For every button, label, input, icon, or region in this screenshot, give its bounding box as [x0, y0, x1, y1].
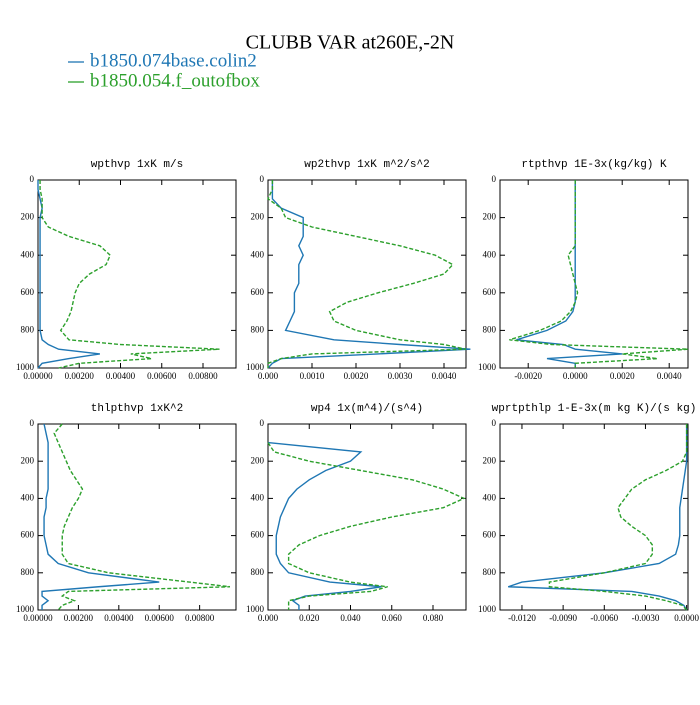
plot-frame — [499, 179, 689, 369]
y-tick-label: 200 — [21, 455, 35, 465]
plot-frame — [267, 423, 467, 611]
y-tick-label: 0 — [492, 174, 497, 184]
y-tick-label: 800 — [483, 324, 497, 334]
profile-line — [267, 180, 467, 368]
x-tick-label: 0.0030 — [388, 371, 413, 381]
y-tick-label: 400 — [483, 492, 497, 502]
figure-title: CLUBB VAR at260E,-2N — [246, 32, 455, 54]
profile-line — [37, 180, 100, 369]
y-tick-label: 400 — [483, 249, 497, 259]
y-tick-label: 400 — [21, 249, 35, 259]
x-tick-label: 0.0040 — [657, 371, 682, 381]
x-tick-label: 0.080 — [423, 613, 444, 623]
y-tick-label: 1000 — [246, 362, 265, 372]
legend-label: b1850.054.f_outofbox — [90, 70, 260, 91]
x-tick-label: 0.020 — [299, 613, 320, 623]
x-tick-label: -0.0090 — [549, 613, 577, 623]
profile-line — [41, 423, 160, 610]
x-tick-label: 0.0000 — [674, 613, 699, 623]
y-tick-label: 1000 — [478, 604, 497, 614]
y-tick-label: 800 — [483, 567, 497, 577]
y-tick-label: 200 — [251, 455, 265, 465]
x-tick-label: 0.00600 — [147, 371, 177, 381]
y-tick-label: 1000 — [246, 604, 265, 614]
x-tick-label: 0.0000 — [563, 371, 588, 381]
y-tick-label: 0 — [30, 174, 35, 184]
plot-frame — [499, 423, 689, 611]
y-tick-label: 1000 — [16, 604, 35, 614]
x-tick-label: 0.000 — [258, 371, 279, 381]
y-tick-label: 0 — [30, 418, 35, 428]
panel-title: thlpthvp 1xK^2 — [91, 403, 183, 415]
y-tick-label: 400 — [251, 492, 265, 502]
x-tick-label: 0.060 — [382, 613, 403, 623]
y-tick-label: 0 — [492, 418, 497, 428]
x-tick-label: 0.00200 — [65, 371, 95, 381]
profile-line — [509, 180, 689, 368]
x-tick-label: -0.0020 — [514, 371, 542, 381]
panel-title: wp4 1x(m^4)/(s^4) — [311, 403, 423, 415]
profile-line — [267, 441, 382, 610]
x-tick-label: 0.040 — [340, 613, 361, 623]
profile-line — [53, 423, 231, 611]
x-tick-label: -0.0030 — [632, 613, 660, 623]
x-tick-label: 0.0010 — [300, 371, 325, 381]
panel-title: wp2thvp 1xK m^2/s^2 — [304, 159, 429, 171]
y-tick-label: 200 — [483, 212, 497, 222]
y-tick-label: 800 — [21, 324, 35, 334]
profile-line — [267, 180, 471, 369]
legend-label: b1850.074base.colin2 — [90, 50, 257, 71]
y-tick-label: 600 — [251, 287, 265, 297]
x-tick-label: 0.00800 — [188, 371, 218, 381]
y-tick-label: 0 — [260, 174, 265, 184]
x-tick-label: 0.00400 — [106, 371, 136, 381]
x-tick-label: 0.00600 — [145, 613, 175, 623]
y-tick-label: 0 — [260, 418, 265, 428]
profile-line — [267, 442, 466, 610]
x-tick-label: 0.00000 — [23, 371, 53, 381]
panel-title: rtpthvp 1E-3x(kg/kg) K — [521, 159, 667, 171]
y-tick-label: 1000 — [478, 362, 497, 372]
panel-title: wprtpthlp 1-E-3x(m kg K)/(s kg) — [492, 403, 697, 415]
y-tick-label: 200 — [251, 212, 265, 222]
y-tick-label: 600 — [483, 530, 497, 540]
x-tick-label: 0.00000 — [23, 613, 53, 623]
x-tick-label: 0.00200 — [64, 613, 94, 623]
x-tick-label: 0.00400 — [104, 613, 134, 623]
profile-line — [516, 180, 623, 368]
plot-frame — [37, 423, 237, 611]
y-tick-label: 800 — [251, 567, 265, 577]
x-tick-label: 0.00800 — [185, 613, 215, 623]
x-tick-label: 0.0020 — [344, 371, 369, 381]
profile-line — [508, 424, 688, 611]
y-tick-label: 600 — [251, 530, 265, 540]
x-tick-label: 0.0020 — [610, 371, 635, 381]
profile-line — [548, 424, 688, 611]
x-tick-label: -0.0120 — [508, 613, 536, 623]
x-tick-label: -0.0060 — [590, 613, 618, 623]
y-tick-label: 200 — [21, 212, 35, 222]
y-tick-label: 400 — [21, 492, 35, 502]
y-tick-label: 200 — [483, 455, 497, 465]
y-tick-label: 1000 — [16, 362, 35, 372]
profile-line — [39, 180, 220, 369]
plot-frame — [267, 179, 467, 369]
y-tick-label: 600 — [21, 287, 35, 297]
y-tick-label: 600 — [21, 530, 35, 540]
y-tick-label: 800 — [21, 567, 35, 577]
x-tick-label: 0.0040 — [432, 371, 457, 381]
y-tick-label: 400 — [251, 249, 265, 259]
plot-frame — [37, 179, 237, 369]
x-tick-label: 0.000 — [258, 613, 279, 623]
y-tick-label: 600 — [483, 287, 497, 297]
panel-title: wpthvp 1xK m/s — [91, 159, 183, 171]
y-tick-label: 800 — [251, 324, 265, 334]
